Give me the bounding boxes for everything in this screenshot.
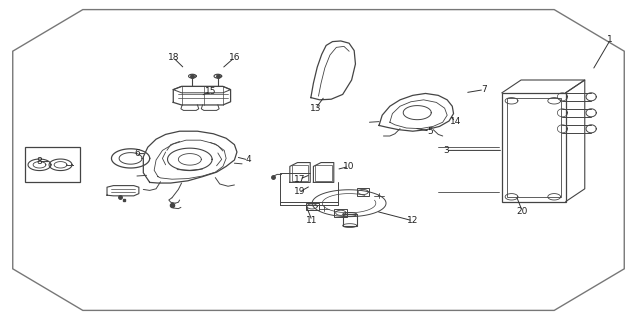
Text: 12: 12: [407, 216, 419, 225]
Text: 4: 4: [246, 156, 251, 164]
Text: 11: 11: [306, 216, 318, 225]
Text: 20: 20: [517, 207, 528, 216]
Bar: [357, 188, 369, 196]
Text: 18: 18: [168, 53, 179, 62]
Bar: [315, 165, 332, 181]
Bar: [502, 93, 566, 202]
Text: 14: 14: [450, 117, 461, 126]
Bar: [343, 214, 357, 226]
Bar: [334, 209, 347, 217]
Text: 8: 8: [36, 157, 43, 166]
Polygon shape: [13, 10, 624, 310]
Text: 6: 6: [134, 149, 140, 158]
Bar: [306, 203, 318, 210]
Bar: [25, 147, 80, 182]
Text: 16: 16: [229, 53, 240, 62]
Bar: [292, 165, 308, 181]
Text: 10: 10: [343, 162, 355, 171]
Text: 5: 5: [427, 127, 433, 136]
Text: 7: 7: [481, 85, 487, 94]
Text: 19: 19: [294, 188, 305, 196]
Text: 15: 15: [204, 87, 216, 96]
Text: 1: 1: [607, 36, 613, 44]
Text: 3: 3: [443, 146, 449, 155]
Text: 17: 17: [294, 175, 305, 184]
Text: 13: 13: [310, 104, 321, 113]
Bar: [507, 98, 561, 197]
